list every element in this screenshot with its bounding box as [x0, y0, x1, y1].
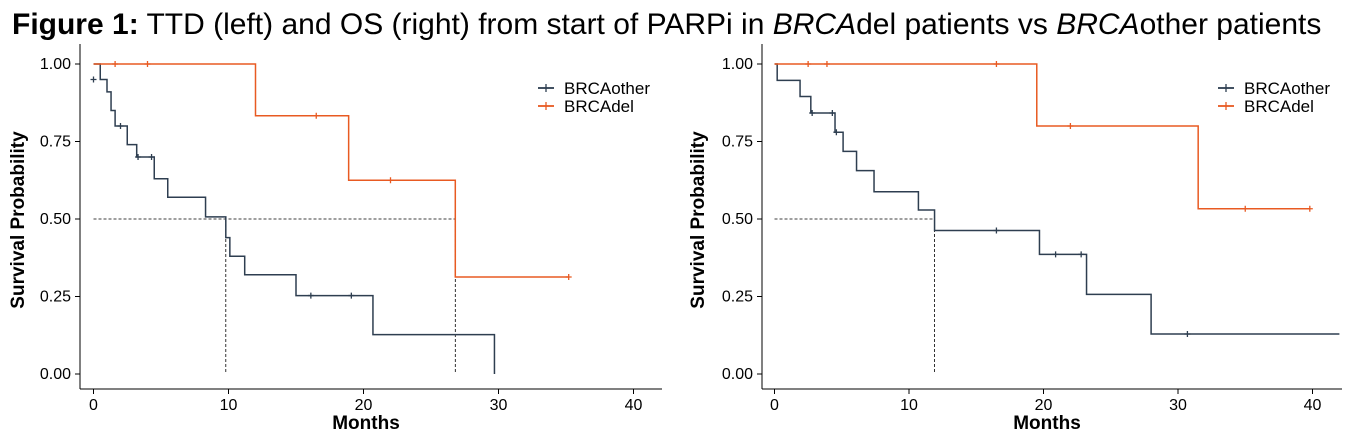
- y-tick-label: 0.50: [40, 211, 71, 228]
- x-tick-label: 40: [625, 397, 643, 414]
- figure-title-italic2: BRCA: [1056, 8, 1140, 41]
- km-line-brcaother: [93, 63, 496, 374]
- y-tick-label: 0.50: [722, 211, 753, 228]
- x-axis-label: Months: [1013, 413, 1081, 434]
- figure-title-part1: TTD (left) and OS (right) from start of …: [138, 8, 773, 41]
- censor-mark: [90, 76, 97, 83]
- x-tick-label: 10: [220, 397, 238, 414]
- km-line-brcadel: [93, 63, 569, 278]
- figure-title-italic1: BRCA: [772, 8, 857, 41]
- censor-mark: [117, 123, 124, 129]
- chart-panel-2: 0.00 0.25 0.50 0.75 1.00 0 10 20 30 40 Months Survi…: [688, 44, 1342, 434]
- x-tick-label: 20: [355, 397, 373, 414]
- legend-label: BRCAdel: [1244, 97, 1314, 116]
- censor-mark: [148, 154, 155, 160]
- figure-title: Figure 1: TTD (left) and OS (right) from…: [12, 8, 1321, 42]
- censor-mark: [387, 177, 394, 184]
- censor-mark: [809, 109, 816, 116]
- y-tick-label: 0.25: [722, 289, 753, 306]
- x-tick-label: 30: [490, 397, 508, 414]
- km-line-brcadel: [774, 63, 1310, 210]
- x-tick-label: 0: [89, 397, 98, 414]
- censor-mark: [823, 61, 830, 67]
- x-tick-label: 40: [1304, 397, 1322, 414]
- figure-title-part3: other patients: [1139, 8, 1322, 41]
- y-axis-label: Survival Probability: [688, 131, 709, 309]
- y-tick-label: 1.00: [722, 56, 753, 73]
- legend-label: BRCAother: [1244, 79, 1330, 98]
- censor-mark: [1067, 123, 1074, 129]
- censor-mark: [313, 112, 320, 119]
- x-tick-label: 0: [770, 397, 779, 414]
- y-tick-label: 1.00: [40, 56, 71, 73]
- y-tick-label: 0.75: [722, 134, 753, 151]
- censor-mark: [144, 61, 151, 67]
- y-tick-label: 0.75: [40, 134, 71, 151]
- y-tick-label: 0.00: [40, 366, 71, 383]
- y-tick-label: 0.25: [40, 289, 71, 306]
- censor-mark: [1306, 205, 1313, 212]
- x-axis-label: Months: [332, 413, 400, 434]
- censor-mark: [805, 61, 812, 67]
- figure-title-part2: del patients vs: [856, 8, 1057, 41]
- censor-mark: [348, 292, 355, 299]
- x-tick-label: 10: [900, 397, 918, 414]
- legend-label: BRCAother: [564, 79, 650, 98]
- chart-panel-1: 0.00 0.25 0.50 0.75 1.00 0 10 20 30 40 Months Survi…: [8, 44, 662, 434]
- censor-mark: [993, 227, 1000, 234]
- figure-title-prefix: Figure 1:: [12, 8, 139, 41]
- x-tick-label: 20: [1035, 397, 1053, 414]
- x-tick-label: 30: [1169, 397, 1187, 414]
- censor-mark: [1052, 251, 1059, 258]
- censor-mark: [1078, 251, 1085, 258]
- censor-mark: [112, 61, 119, 67]
- censor-mark: [135, 154, 142, 160]
- censor-mark: [1242, 205, 1249, 212]
- censor-mark: [833, 129, 840, 136]
- censor-mark: [565, 273, 572, 280]
- censor-mark: [307, 292, 314, 299]
- censor-mark: [829, 109, 836, 116]
- censor-mark: [1184, 331, 1191, 338]
- legend-label: BRCAdel: [564, 97, 634, 116]
- y-tick-label: 0.00: [722, 366, 753, 383]
- censor-mark: [993, 61, 1000, 67]
- y-axis-label: Survival Probability: [8, 131, 29, 309]
